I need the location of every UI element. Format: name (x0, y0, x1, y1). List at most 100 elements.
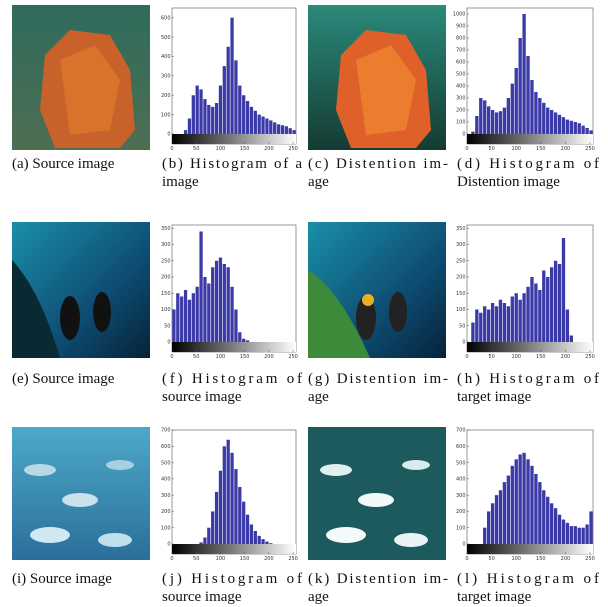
bar (471, 132, 474, 134)
bar (219, 86, 222, 134)
bar (499, 490, 502, 544)
bar (199, 89, 202, 134)
bar (180, 297, 183, 343)
bar (203, 277, 206, 342)
bar (273, 122, 276, 134)
bar (188, 300, 191, 342)
caption: (f) Histogram of (162, 371, 302, 387)
y-tick-label: 700 (456, 428, 466, 434)
x-tick-label: 250 (288, 556, 298, 562)
bar (188, 118, 191, 134)
photo-c (308, 5, 446, 150)
bar (562, 117, 565, 134)
bar (246, 515, 249, 544)
bar (589, 130, 592, 134)
caption: (e) Source image (12, 371, 115, 387)
bar (479, 98, 482, 134)
bar (475, 310, 478, 343)
bar (246, 101, 249, 134)
bar (223, 66, 226, 134)
bar (526, 459, 529, 544)
y-tick-label: 100 (161, 525, 171, 531)
bar (534, 284, 537, 343)
bar (546, 277, 549, 342)
bar (219, 471, 222, 544)
x-tick-label: 150 (536, 354, 546, 360)
bar (207, 105, 210, 134)
bar (261, 117, 264, 134)
bar (495, 306, 498, 342)
y-tick-label: 300 (456, 242, 466, 248)
bar (211, 511, 214, 544)
y-tick-label: 50 (164, 323, 170, 329)
bar (538, 482, 541, 544)
bar (246, 340, 249, 342)
y-tick-label: 600 (456, 60, 466, 66)
y-tick-label: 500 (456, 72, 466, 78)
bar (499, 111, 502, 134)
x-tick-label: 100 (216, 146, 226, 152)
bar (542, 103, 545, 134)
colorbar (467, 342, 593, 352)
bar (172, 310, 175, 343)
bar (250, 107, 253, 134)
bar (503, 482, 506, 544)
bar (511, 466, 514, 544)
y-tick-label: 0 (167, 340, 170, 346)
bar (558, 515, 561, 544)
caption: target image (457, 589, 532, 605)
bar (215, 261, 218, 342)
x-tick-label: 200 (264, 146, 274, 152)
caption: age (308, 589, 329, 605)
x-tick-label: 250 (288, 354, 298, 360)
x-tick-label: 200 (561, 354, 571, 360)
y-tick-label: 0 (462, 340, 465, 346)
bar (207, 528, 210, 544)
x-tick-label: 0 (170, 146, 173, 152)
bar (258, 115, 261, 134)
x-tick-label: 150 (240, 556, 250, 562)
bar (522, 14, 525, 134)
bar (269, 120, 272, 134)
bar (483, 100, 486, 134)
bar (265, 118, 268, 134)
y-tick-label: 0 (462, 542, 465, 548)
bar (491, 303, 494, 342)
bar (254, 531, 257, 544)
bar (211, 107, 214, 134)
bar (487, 511, 490, 544)
bar (534, 92, 537, 134)
colorbar (467, 544, 593, 554)
colorbar (172, 544, 296, 554)
colorbar (172, 134, 296, 144)
x-tick-label: 50 (488, 146, 494, 152)
bar (269, 543, 272, 544)
x-tick-label: 0 (465, 354, 468, 360)
x-tick-label: 200 (264, 556, 274, 562)
bar (589, 511, 592, 544)
y-tick-label: 300 (456, 96, 466, 102)
bar (570, 121, 573, 134)
bar (475, 116, 478, 134)
bar (503, 303, 506, 342)
bar (554, 508, 557, 544)
bar (578, 123, 581, 134)
bar (491, 110, 494, 134)
y-tick-label: 800 (456, 36, 466, 42)
caption: (k) Distention im- (308, 571, 448, 587)
bar (203, 537, 206, 544)
x-tick-label: 50 (193, 146, 199, 152)
bar (254, 111, 257, 134)
caption: (j) Histogram of (162, 571, 302, 587)
photo-e (12, 222, 150, 358)
x-tick-label: 100 (216, 354, 226, 360)
x-tick-label: 250 (585, 354, 595, 360)
y-tick-label: 500 (161, 460, 171, 466)
bar (585, 128, 588, 134)
bar (250, 524, 253, 544)
bar (566, 523, 569, 544)
bar (223, 446, 226, 544)
bar (234, 60, 237, 134)
y-tick-label: 300 (456, 493, 466, 499)
bar (238, 332, 241, 342)
